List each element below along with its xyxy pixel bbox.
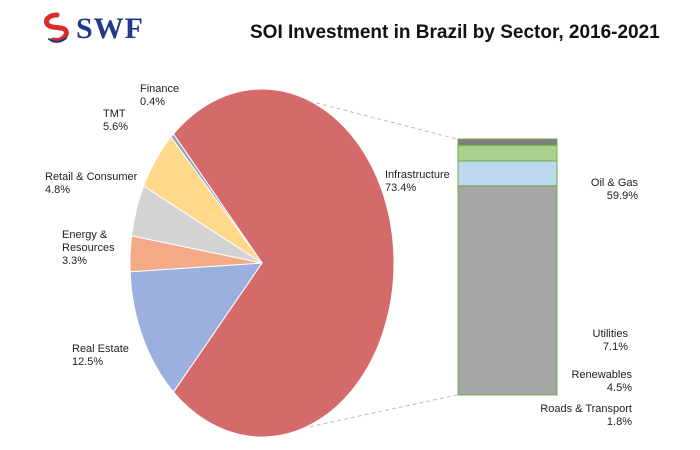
pie-label-finance: Finance 0.4%	[140, 83, 179, 108]
logo-text: SWF	[76, 12, 145, 45]
bar-segment-roads-and-transport	[457, 138, 558, 146]
bar-label-renewables: Renewables 4.5%	[571, 369, 632, 394]
pie-label-tmt: TMT 5.6%	[103, 108, 128, 133]
connector-line-bottom	[261, 394, 458, 438]
pie-label-infrastructure: Infrastructure 73.4%	[385, 169, 450, 194]
pie-label-real-estate: Real Estate 12.5%	[72, 343, 129, 368]
pie-slice-infrastructure	[172, 88, 395, 438]
bar-label-roads-and-transport: Roads & Transport 1.8%	[540, 403, 632, 428]
bar-segment-utilities	[457, 160, 558, 187]
chart-title: SOI Investment in Brazil by Sector, 2016…	[250, 22, 660, 43]
connector-line-top	[261, 88, 458, 140]
pie-slice-real-estate	[129, 262, 263, 393]
bar-segment-renewables	[457, 144, 558, 162]
swf-swirl-logo-icon	[43, 12, 69, 43]
pie-label-energy-and-resources: Energy & Resources 3.3%	[62, 229, 115, 267]
pie-slice-finance	[170, 133, 263, 264]
bar-label-oil-and-gas: Oil & Gas 59.9%	[591, 177, 639, 202]
swf-logo: SWF	[40, 12, 144, 46]
bar-label-utilities: Utilities 7.1%	[593, 328, 629, 353]
pie-label-retail-and-consumer: Retail & Consumer 4.8%	[45, 171, 138, 196]
bar-segment-oil-and-gas	[457, 185, 558, 396]
